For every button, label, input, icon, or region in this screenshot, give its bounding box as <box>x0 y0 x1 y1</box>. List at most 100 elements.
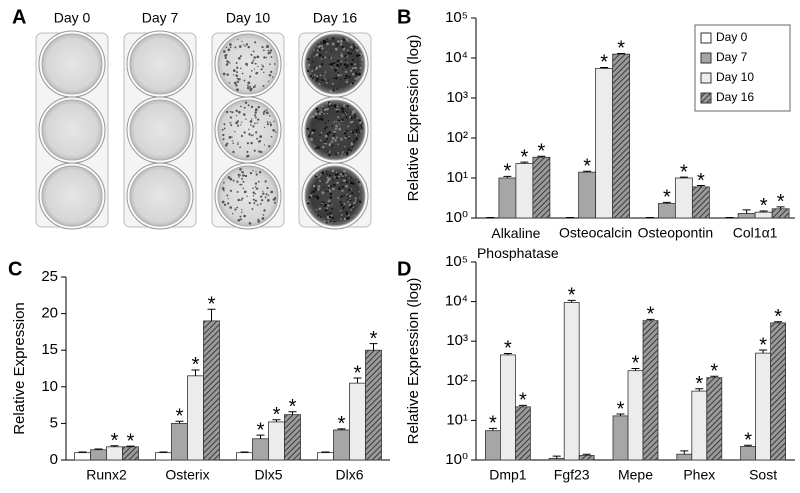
speckle <box>360 127 363 129</box>
speckle <box>330 204 333 206</box>
significance-star: * <box>208 293 216 315</box>
speckle <box>343 179 346 182</box>
error-bar <box>240 451 249 453</box>
speckle <box>345 113 348 115</box>
speckle <box>268 73 272 77</box>
speckle <box>328 215 332 219</box>
significance-star: * <box>520 146 528 168</box>
speckle <box>261 198 264 202</box>
speckle <box>265 56 268 59</box>
legend-swatch <box>700 52 712 64</box>
speckle <box>327 212 330 214</box>
speckle <box>249 172 253 175</box>
speckle <box>326 215 330 219</box>
speckle <box>269 63 271 66</box>
speckle <box>325 51 328 54</box>
speckle <box>224 144 228 147</box>
speckle <box>306 127 309 130</box>
speckle <box>345 105 347 107</box>
speckle <box>234 208 237 211</box>
column-label: Day 7 <box>142 10 179 26</box>
speckle <box>324 70 326 72</box>
error-bar <box>616 413 625 416</box>
speckle <box>307 65 310 68</box>
x-tick-label: Sost <box>749 467 777 483</box>
speckle <box>345 210 348 213</box>
speckle <box>229 121 232 124</box>
significance-star: * <box>777 191 785 213</box>
speckle <box>223 50 226 53</box>
error-bar <box>191 369 200 376</box>
speckle <box>264 180 267 183</box>
bar <box>578 171 597 219</box>
error-bar <box>759 210 768 213</box>
speckle <box>324 77 326 80</box>
speckle <box>232 150 235 154</box>
speckle <box>345 37 349 41</box>
speckle <box>267 49 270 52</box>
speckle <box>256 55 260 59</box>
speckle <box>263 209 266 212</box>
bar <box>171 422 188 461</box>
significance-star: * <box>289 396 297 418</box>
y-axis-label: Relative Expression (log) <box>405 35 422 202</box>
error-bar <box>207 308 216 321</box>
bar <box>578 455 595 461</box>
y-tick-label: 10³ <box>446 332 468 349</box>
speckle <box>350 116 353 120</box>
speckle <box>329 196 333 199</box>
speckle <box>252 191 255 194</box>
speckle <box>331 82 334 85</box>
error-bar <box>695 388 704 392</box>
error-bar <box>680 450 689 455</box>
speckle <box>351 110 355 114</box>
speckle <box>255 108 258 111</box>
bar <box>612 53 631 219</box>
x-tick-label: Fgf23 <box>554 467 590 483</box>
speckle <box>351 145 354 148</box>
y-axis-label: Relative Expression <box>11 302 28 435</box>
error-bar <box>645 216 654 218</box>
speckle <box>332 134 335 137</box>
speckle <box>235 74 239 77</box>
speckle <box>347 51 350 55</box>
error-bar <box>742 209 751 214</box>
error-bar <box>78 451 87 453</box>
error-bar <box>175 420 184 424</box>
speckle <box>235 84 238 87</box>
speckle <box>247 45 250 49</box>
speckle <box>319 139 322 142</box>
speckle <box>337 196 340 200</box>
speckle <box>358 191 360 193</box>
significance-star: * <box>647 304 655 326</box>
speckle <box>324 122 327 124</box>
speckle <box>254 62 257 65</box>
speckle <box>246 195 248 197</box>
speckle <box>229 189 233 192</box>
panel-label: A <box>12 6 26 28</box>
speckle <box>326 79 328 81</box>
speckle <box>327 190 329 193</box>
speckle <box>337 143 339 146</box>
speckle <box>338 187 341 191</box>
speckle <box>309 116 312 119</box>
speckle <box>321 171 325 175</box>
speckle <box>239 55 242 58</box>
significance-star: * <box>680 161 688 183</box>
speckle <box>251 61 254 65</box>
legend-swatch <box>700 32 712 44</box>
speckle <box>353 201 356 205</box>
speckle <box>351 67 354 70</box>
speckle <box>350 149 353 152</box>
bar <box>532 156 551 219</box>
speckle <box>234 46 237 49</box>
speckle <box>349 205 352 209</box>
speckle <box>347 137 350 140</box>
legend-swatch <box>700 72 712 84</box>
speckle <box>331 216 334 219</box>
speckle <box>239 146 241 149</box>
speckle <box>318 55 321 57</box>
speckle <box>312 77 314 79</box>
speckle <box>227 176 231 179</box>
x-tick-label: Col1α1 <box>733 225 778 241</box>
